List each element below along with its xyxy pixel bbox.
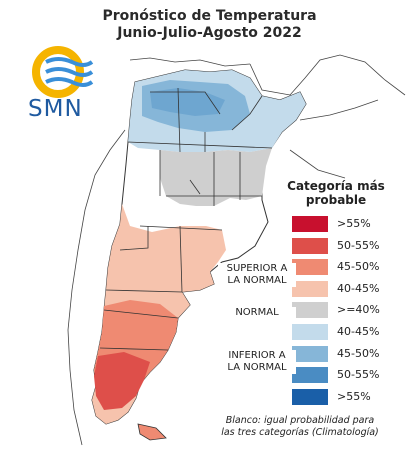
legend-label: >=40% — [337, 303, 380, 317]
legend-label: 50-55% — [337, 368, 380, 382]
smn-logo-icon — [32, 46, 94, 98]
legend-title-line-1: Categoría más — [287, 179, 385, 193]
legend-swatch — [292, 302, 328, 319]
title-line-1: Pronóstico de Temperatura — [102, 8, 317, 24]
footnote-line-2: las tres categorías (Climatología) — [221, 427, 379, 438]
legend-swatch — [292, 367, 328, 384]
legend-label: >55% — [337, 217, 371, 230]
page-title: Pronóstico de Temperatura Junio-Julio-Ag… — [0, 8, 419, 42]
legend-group-normal: NORMAL — [218, 307, 296, 319]
legend-title-line-2: probable — [305, 193, 367, 207]
legend-label: 40-45% — [337, 325, 380, 338]
neighbour-borders — [67, 54, 406, 446]
tierra-del-fuego — [137, 423, 167, 441]
footnote: Blanco: igual probabilidad para las tres… — [200, 415, 400, 439]
superior-line-1: SUPERIOR A — [226, 263, 288, 274]
legend-title: Categoría más probable — [272, 179, 400, 207]
superior-line-2: LA NORMAL — [227, 275, 287, 286]
legend-swatch — [292, 237, 328, 254]
legend-label: >55% — [337, 389, 371, 403]
legend-group-superior: SUPERIOR A LA NORMAL — [218, 263, 296, 287]
logo-text: SMN — [28, 96, 83, 122]
legend-group-inferior: INFERIOR A LA NORMAL — [218, 350, 296, 374]
legend-label: 45-50% — [337, 346, 380, 360]
legend-swatch — [292, 324, 328, 340]
title-line-2: Junio-Julio-Agosto 2022 — [117, 25, 302, 41]
footnote-line-1: Blanco: igual probabilidad para — [225, 415, 375, 426]
region-superior-50-55 — [94, 352, 150, 410]
legend-swatch — [292, 345, 328, 362]
region-normal — [160, 148, 272, 206]
province-borders — [99, 87, 273, 351]
legend-label: 40-45% — [337, 281, 380, 295]
legend-swatch — [292, 259, 328, 276]
region-inferior-50-55 — [150, 88, 225, 116]
inferior-line-2: LA NORMAL — [227, 362, 287, 373]
legend-label: 45-50% — [337, 260, 380, 274]
legend-swatch — [292, 280, 328, 297]
legend-label: 50-55% — [337, 238, 380, 252]
legend-swatch — [292, 388, 328, 405]
inferior-line-1: INFERIOR A — [228, 350, 286, 361]
legend-swatch — [292, 216, 328, 232]
